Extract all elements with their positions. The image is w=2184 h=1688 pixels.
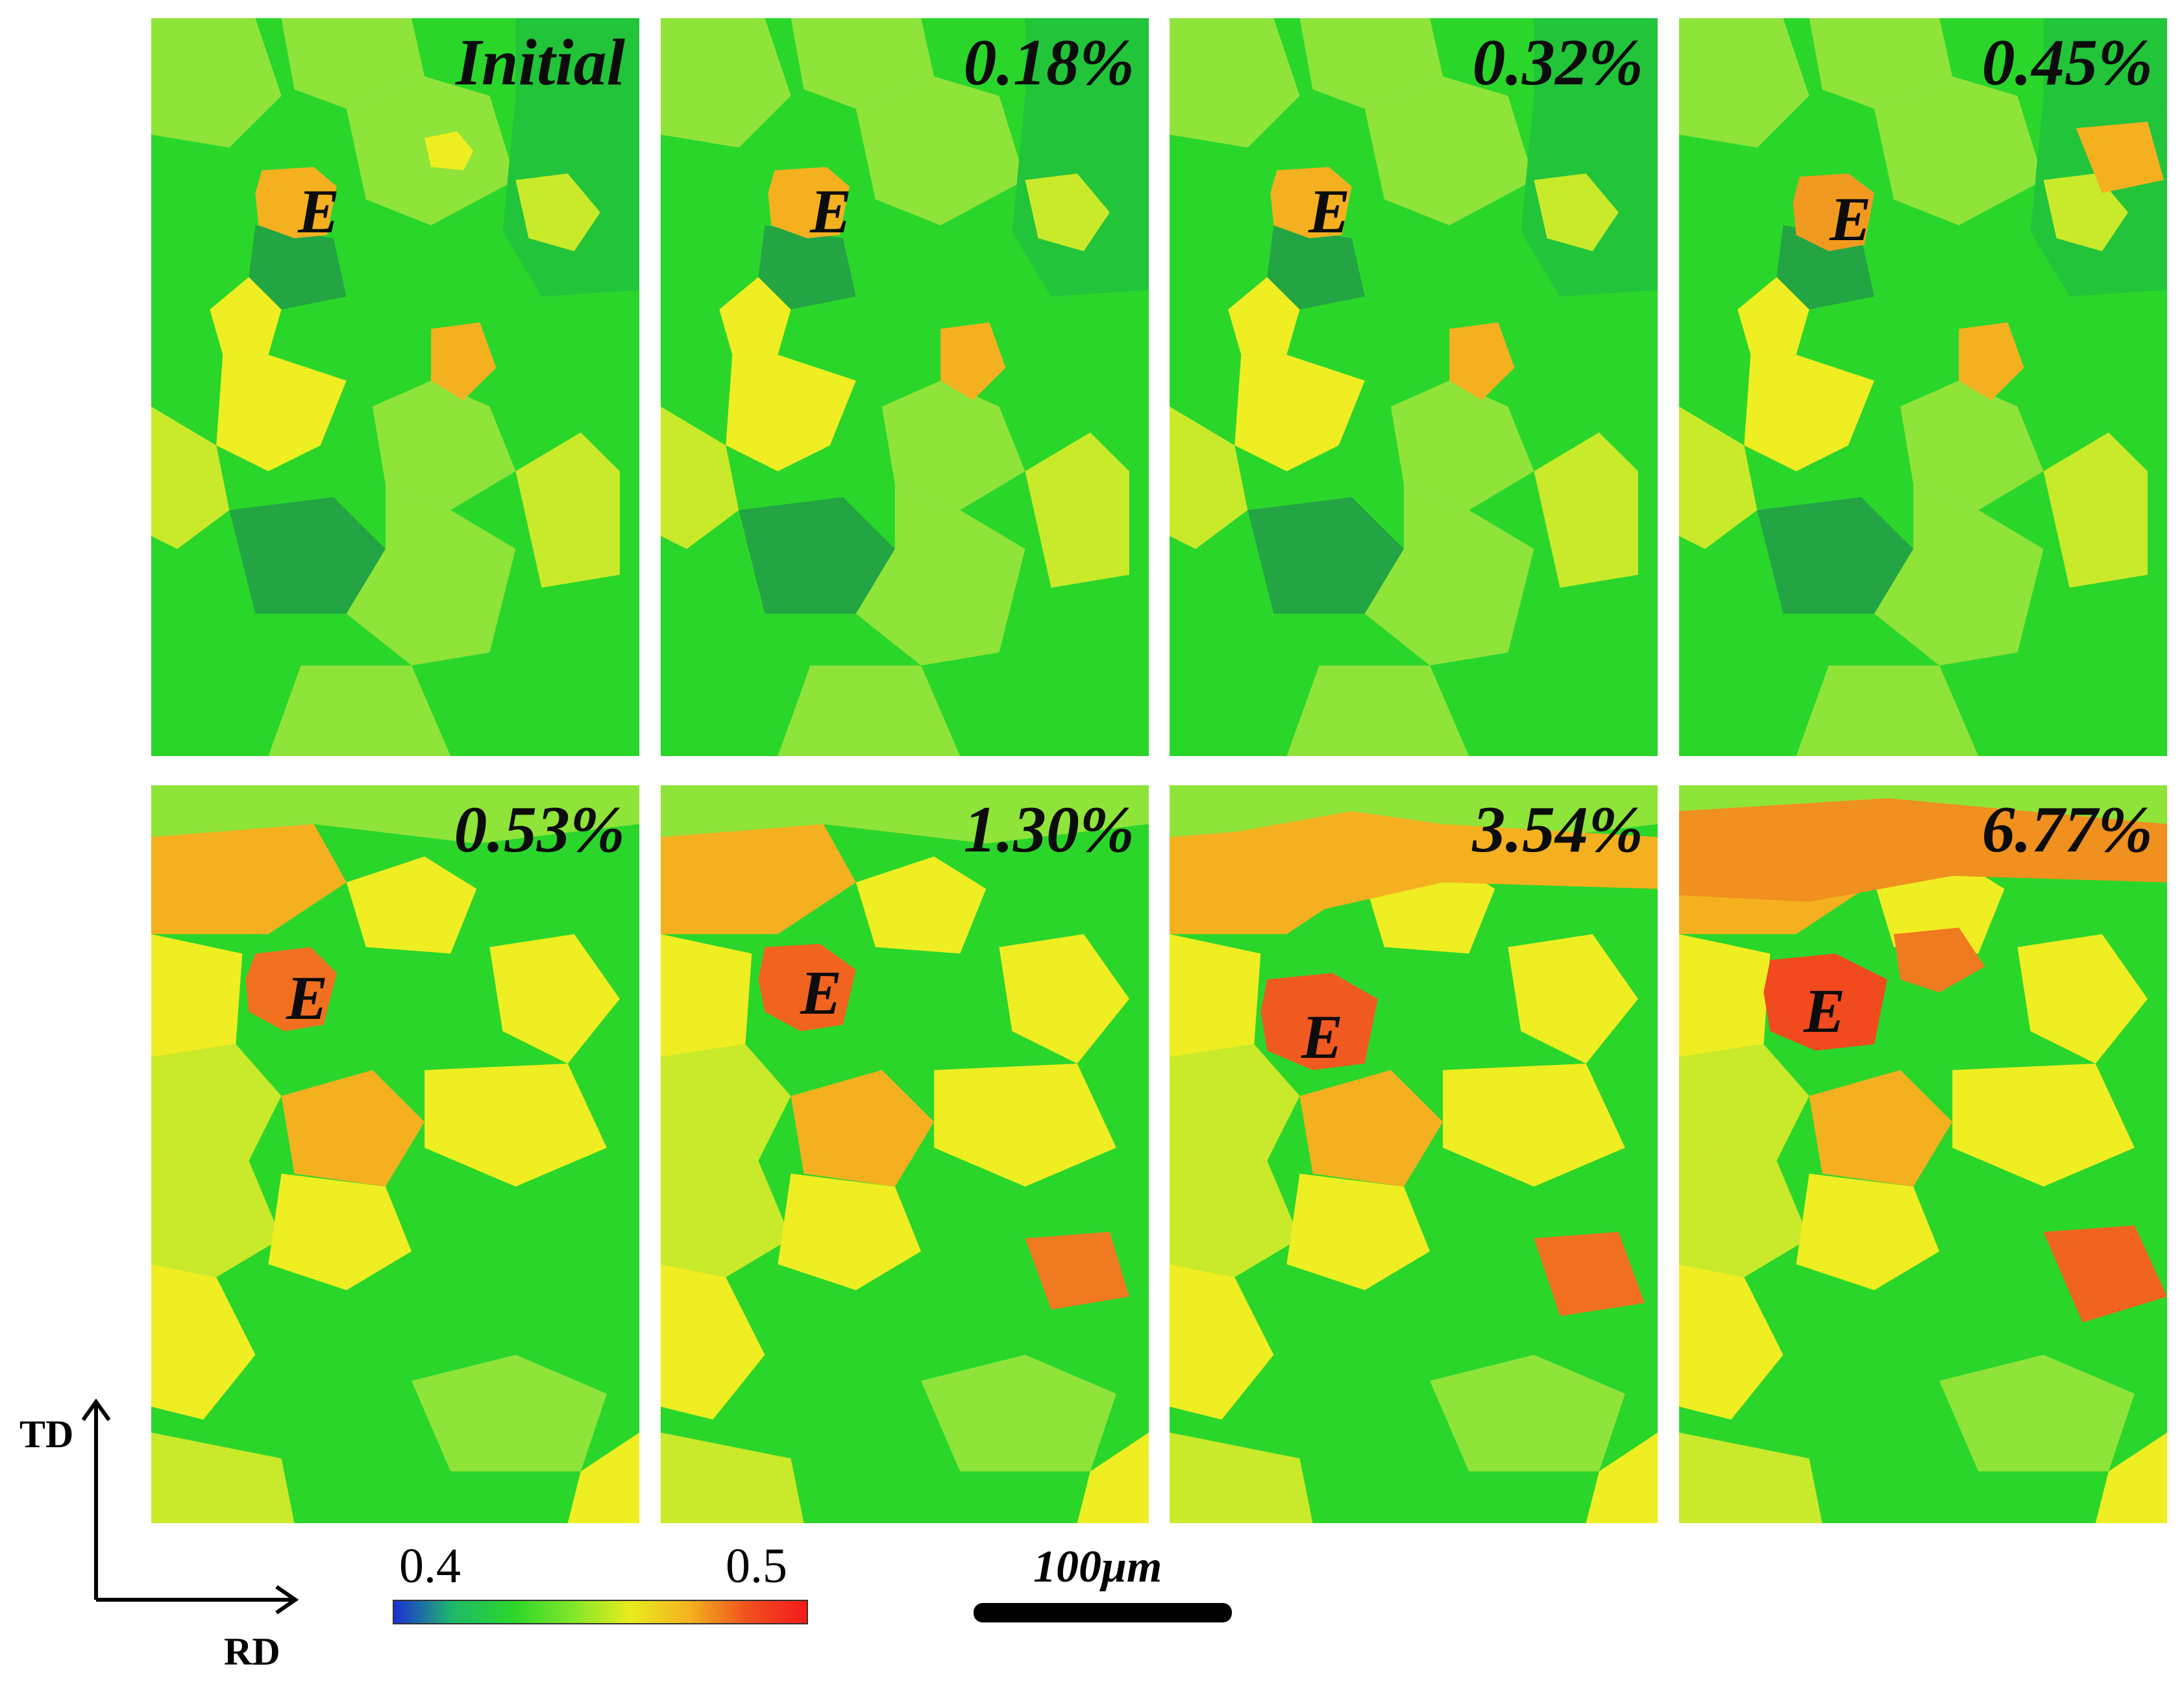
scale-bar-label: 100μm: [1033, 1542, 1162, 1592]
grain-map: [1170, 785, 1658, 1523]
grain-map: [151, 785, 639, 1523]
panel-0-53: 0.53% E: [151, 785, 639, 1523]
grain-e-label: E: [800, 958, 842, 1027]
strain-label: 0.18%: [963, 26, 1135, 99]
rd-label: RD: [224, 1630, 280, 1673]
strain-label: 3.54%: [1472, 793, 1643, 866]
grain-map: [1170, 18, 1658, 756]
colorbar-min-label: 0.4: [399, 1539, 461, 1593]
colorbar: [393, 1600, 808, 1624]
grain-e: [245, 947, 337, 1031]
grain-e: [1270, 167, 1352, 239]
grain-map: [1679, 785, 2167, 1523]
grain-e-label: E: [1308, 177, 1351, 246]
grain-map: [151, 18, 639, 756]
axis-arrows: [81, 1398, 299, 1615]
grain-e: [758, 944, 856, 1031]
grain-e: [768, 167, 850, 239]
grain-e-label: E: [810, 177, 852, 246]
grain-e-label: E: [1830, 184, 1872, 254]
grain-e-label: E: [298, 177, 340, 246]
grain-e: [255, 167, 337, 239]
axis-indicator: TD RD: [0, 1389, 337, 1685]
grain-e: [1793, 173, 1874, 252]
td-label: TD: [19, 1413, 74, 1456]
grain-e: [1260, 973, 1378, 1070]
panel-1-30: 1.30% E: [661, 785, 1149, 1523]
panel-0-45: 0.45% E: [1679, 18, 2167, 756]
strain-label: 6.77%: [1982, 793, 2153, 866]
scale-bar: [974, 1603, 1232, 1622]
panel-0-32: 0.32% E: [1170, 18, 1658, 756]
grain-e: [1763, 953, 1887, 1051]
panel-initial: Initial E: [151, 18, 639, 756]
panel-6-77: 6.77% E: [1679, 785, 2167, 1523]
grain-map: [1679, 18, 2167, 756]
panel-3-54: 3.54% E: [1170, 785, 1658, 1523]
grain-e-label: E: [1804, 976, 1846, 1046]
grain-map: [661, 18, 1149, 756]
strain-label: 0.53%: [454, 793, 625, 866]
strain-label: 0.32%: [1472, 26, 1643, 99]
grain-e-label: E: [1301, 1002, 1344, 1071]
colorbar-max-label: 0.5: [726, 1539, 787, 1593]
grain-map: [661, 785, 1149, 1523]
strain-label: Initial: [456, 26, 625, 99]
grain-e-label: E: [286, 963, 328, 1033]
strain-label: 1.30%: [963, 793, 1135, 866]
panel-0-18: 0.18% E: [661, 18, 1149, 756]
strain-label: 0.45%: [1982, 26, 2153, 99]
